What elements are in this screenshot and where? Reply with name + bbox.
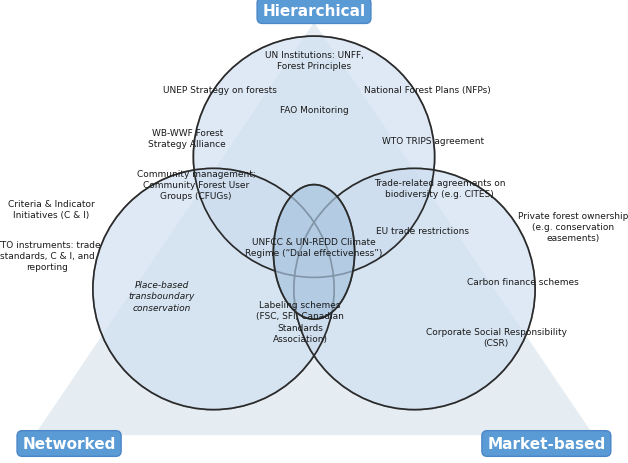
Ellipse shape: [193, 37, 435, 278]
Text: ITTO instruments: trade
standards, C & I, and
reporting: ITTO instruments: trade standards, C & I…: [0, 240, 101, 271]
Text: WTO TRIPS agreement: WTO TRIPS agreement: [382, 137, 484, 146]
Text: Labeling schemes
(FSC, SFI, Canadian
Standards
Association): Labeling schemes (FSC, SFI, Canadian Sta…: [256, 300, 344, 343]
Text: National Forest Plans (NFPs): National Forest Plans (NFPs): [364, 85, 490, 94]
Ellipse shape: [193, 37, 435, 278]
Text: Place-based
transboundary
conservation: Place-based transboundary conservation: [129, 281, 195, 312]
Text: Trade-related agreements on
biodiversity (e.g. CITES): Trade-related agreements on biodiversity…: [374, 179, 506, 199]
Ellipse shape: [273, 185, 355, 319]
Text: EU trade restrictions: EU trade restrictions: [376, 227, 468, 236]
Text: Market-based: Market-based: [487, 436, 605, 451]
Text: Private forest ownership
(e.g. conservation
easements): Private forest ownership (e.g. conservat…: [517, 211, 628, 243]
Text: Carbon finance schemes: Carbon finance schemes: [467, 277, 578, 286]
Text: Networked: Networked: [23, 436, 116, 451]
Text: Criteria & Indicator
Initiatives (C & I): Criteria & Indicator Initiatives (C & I): [8, 199, 95, 219]
Text: FAO Monitoring: FAO Monitoring: [279, 106, 349, 115]
Text: UN Institutions: UNFF,
Forest Principles: UN Institutions: UNFF, Forest Principles: [264, 51, 364, 71]
Text: UNFCC & UN-REDD Climate
Regime (“Dual effectiveness”): UNFCC & UN-REDD Climate Regime (“Dual ef…: [246, 237, 382, 257]
Text: Community management;
Community Forest User
Groups (CFUGs): Community management; Community Forest U…: [136, 169, 256, 201]
Text: UNEP Strategy on forests: UNEP Strategy on forests: [163, 85, 277, 94]
Text: WB-WWF Forest
Strategy Alliance: WB-WWF Forest Strategy Alliance: [148, 129, 226, 149]
Polygon shape: [35, 23, 593, 435]
Text: Hierarchical: Hierarchical: [263, 4, 365, 19]
Ellipse shape: [93, 169, 334, 410]
Ellipse shape: [93, 169, 334, 410]
Ellipse shape: [294, 169, 535, 410]
Ellipse shape: [294, 169, 535, 410]
Text: Corporate Social Responsibility
(CSR): Corporate Social Responsibility (CSR): [426, 327, 566, 347]
